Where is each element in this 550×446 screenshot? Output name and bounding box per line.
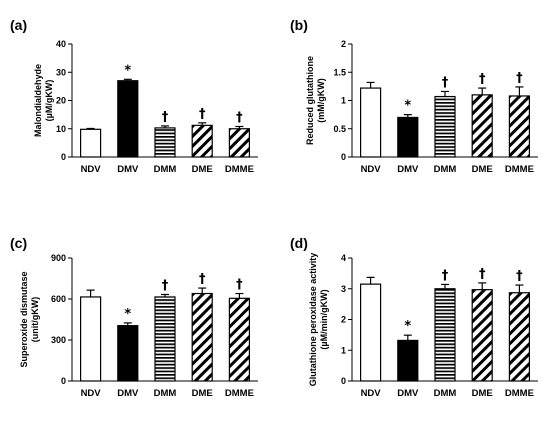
significance-marker: †: [162, 110, 169, 125]
bar-dme: [191, 124, 213, 158]
panel-label: (c): [10, 235, 27, 251]
significance-marker: †: [162, 278, 169, 293]
y-tick-label: 600: [51, 294, 66, 304]
bar-dmv: [397, 339, 419, 382]
y-tick-label: 1: [341, 345, 346, 355]
bar-ndv: [79, 128, 102, 158]
x-tick-label: DMV: [397, 164, 419, 175]
x-tick-label: DME: [192, 388, 213, 399]
y-tick-label: 0: [341, 376, 346, 386]
significance-marker: †: [236, 110, 243, 125]
panel-d: (d) 0 1 2 3 4 Glutathione peroxidase activity(…: [290, 235, 538, 399]
y-tick-label: 300: [51, 335, 66, 345]
significance-marker: †: [479, 267, 486, 282]
significance-marker: *: [124, 63, 131, 78]
panel-label: (d): [290, 235, 308, 251]
bar-dmm: [154, 127, 176, 158]
y-tick-label: 30: [56, 67, 66, 77]
bar-ndv: [360, 87, 382, 158]
x-tick-label: DMME: [505, 388, 534, 399]
x-tick-label: DMM: [434, 164, 457, 175]
significance-marker: *: [124, 307, 131, 322]
panel-label: (b): [290, 17, 308, 33]
bar-dmme: [228, 297, 250, 382]
bar-dmv: [397, 116, 419, 158]
significance-marker: †: [236, 278, 243, 293]
y-axis-title: Reduced glutathione: [305, 56, 315, 145]
significance-marker: †: [442, 268, 449, 283]
x-tick-label: NDV: [361, 388, 382, 399]
y-tick-label: 3: [341, 284, 346, 294]
x-tick-label: DMME: [505, 164, 534, 175]
y-tick-label: 10: [56, 124, 66, 134]
bar-dmme: [508, 95, 530, 158]
significance-marker: *: [404, 319, 411, 334]
significance-marker: †: [479, 72, 486, 87]
panel-b: (b) 0 0.5 1 1.5 2 Reduced glutathione (mM/gKW) N…: [290, 17, 538, 175]
x-tick-label: DME: [472, 388, 493, 399]
x-tick-label: DMM: [154, 164, 177, 175]
y-tick-label: 0: [61, 152, 66, 162]
y-tick-label: 1: [341, 96, 346, 106]
bar-dmm: [434, 288, 456, 382]
bar-dmme: [228, 128, 250, 158]
x-tick-label: DMV: [117, 164, 139, 175]
panel-a: (a) 0 10 20 30 40 Malondialdehyde (µM/gKW) NDV * D…: [10, 17, 258, 175]
y-axis-title: Superoxide dismutase: [19, 271, 29, 367]
panel-label: (a): [10, 17, 27, 33]
bar-dmm: [154, 296, 176, 382]
x-tick-label: DMM: [154, 388, 177, 399]
bar-dme: [191, 292, 213, 382]
x-tick-label: DMV: [397, 388, 419, 399]
y-tick-label: 20: [56, 96, 66, 106]
y-axis-unit: (unit/gKW): [30, 297, 40, 342]
x-tick-label: DMV: [117, 388, 139, 399]
y-tick-label: 0.5: [333, 124, 346, 134]
y-tick-label: 900: [51, 253, 66, 263]
bar-ndv: [79, 296, 102, 382]
x-tick-label: NDV: [361, 164, 382, 175]
significance-marker: †: [516, 71, 523, 86]
significance-marker: †: [199, 107, 206, 122]
y-axis-unit: (µM/min/gKW): [319, 289, 329, 349]
significance-marker: †: [516, 269, 523, 284]
significance-marker: †: [442, 75, 449, 90]
bar-dme: [471, 289, 493, 382]
y-tick-label: 0: [341, 152, 346, 162]
bar-dmm: [434, 95, 456, 158]
y-axis-unit: (mM/gKW): [316, 78, 326, 123]
panel-c: (c) 0 300 600 900 Superoxide dismutase (unit/g…: [10, 235, 258, 399]
bar-dmv: [117, 325, 139, 382]
y-tick-label: 0: [61, 376, 66, 386]
y-tick-label: 1.5: [333, 67, 346, 77]
y-tick-label: 2: [341, 39, 346, 49]
x-tick-label: NDV: [81, 164, 102, 175]
x-tick-label: NDV: [81, 388, 102, 399]
y-tick-label: 4: [341, 253, 346, 263]
x-tick-label: DME: [192, 164, 213, 175]
y-tick-label: 40: [56, 39, 66, 49]
x-tick-label: DMME: [225, 388, 254, 399]
y-tick-label: 2: [341, 315, 346, 325]
bar-dmv: [117, 80, 139, 158]
y-axis-title: Glutathione peroxidase activity: [308, 253, 318, 387]
y-axis-title: Malondialdehyde: [33, 64, 43, 137]
bar-dmme: [508, 292, 530, 382]
y-axis-unit: (µM/gKW): [44, 80, 54, 122]
significance-marker: *: [404, 99, 411, 114]
x-tick-label: DMM: [434, 388, 457, 399]
x-tick-label: DMME: [225, 164, 254, 175]
significance-marker: †: [199, 272, 206, 287]
x-tick-label: DME: [472, 164, 493, 175]
bar-dme: [471, 94, 493, 158]
bar-ndv: [360, 283, 382, 382]
